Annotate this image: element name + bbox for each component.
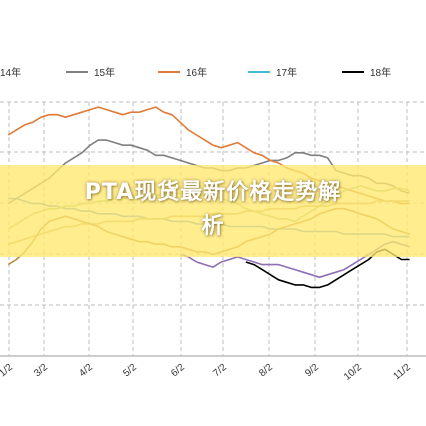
- legend-label: 17年: [276, 66, 297, 79]
- legend-label: 18年: [370, 66, 391, 79]
- x-tick-label: 4/2: [77, 362, 95, 380]
- banner-title: PTA现货最新价格走势解 析: [0, 176, 426, 244]
- x-tick-label: 5/2: [121, 362, 139, 380]
- x-tick-label: 1/2: [0, 362, 15, 380]
- x-axis-ticks: 1/2 3/2 4/2 5/2 6/2 7/2 8/2 9/2 10/2 11/2: [0, 362, 413, 383]
- x-tick-label: 8/2: [257, 362, 275, 380]
- x-tick-label: 3/2: [32, 362, 50, 380]
- title-banner: [0, 165, 426, 257]
- legend: 14年 15年 16年 17年 18年: [0, 66, 391, 79]
- legend-label: 16年: [186, 66, 207, 79]
- banner-title-line-1: PTA现货最新价格走势解: [84, 180, 342, 205]
- banner-title-line-2: 析: [201, 214, 225, 239]
- x-tick-label: 6/2: [169, 362, 187, 380]
- legend-label: 14年: [0, 66, 21, 79]
- x-tick-label: 9/2: [303, 362, 321, 380]
- x-tick-label: 11/2: [392, 362, 414, 383]
- x-tick-label: 10/2: [342, 362, 364, 383]
- legend-label: 15年: [94, 66, 115, 79]
- x-tick-label: 7/2: [211, 362, 229, 380]
